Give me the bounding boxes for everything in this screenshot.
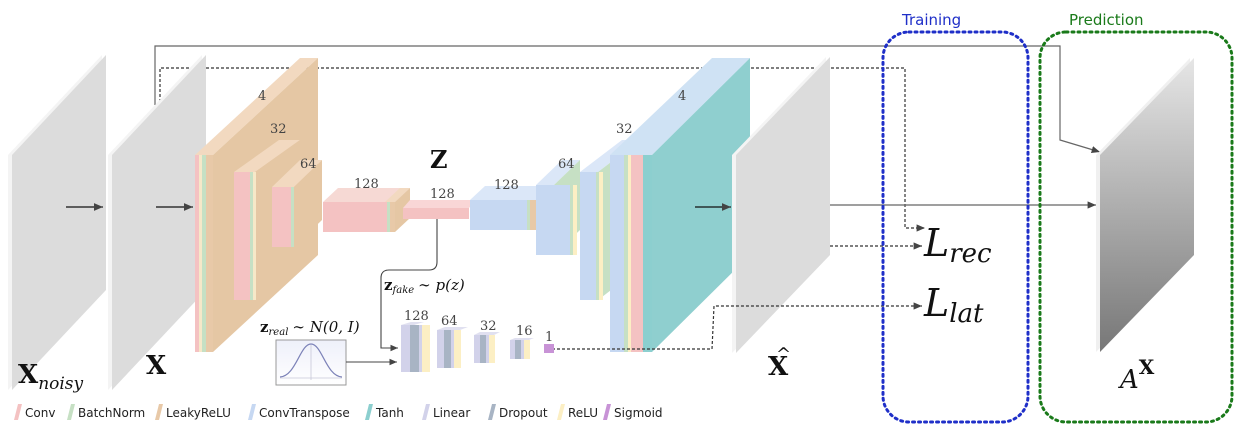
legend: Conv BatchNorm LeakyReLU ConvTranspose Tanh L… (14, 404, 663, 420)
legend-label-batchnorm: BatchNorm (78, 406, 145, 420)
legend-swatch-tanh (365, 404, 373, 420)
disc-block-32 (474, 332, 500, 363)
legend-swatch-convtranspose (248, 404, 256, 420)
z-label: Z (430, 145, 448, 174)
training-box (881, 30, 1030, 424)
ax-slab (1096, 58, 1194, 352)
legend-swatch-leakyrelu (155, 404, 163, 420)
legend-label-convtranspose: ConvTranspose (259, 406, 350, 420)
x-noisy-main: X (18, 360, 39, 390)
enc-dim-128: 128 (354, 177, 379, 192)
disc-dim-16: 16 (516, 324, 533, 339)
z-real-rest: ∼ N(0, I) (292, 318, 359, 336)
z-real-z: z (260, 318, 269, 336)
x-hat-label: X (768, 352, 789, 382)
legend-label-leakyrelu: LeakyReLU (166, 406, 231, 420)
legend-swatch-conv (14, 404, 22, 420)
enc-dim-64: 64 (300, 157, 317, 172)
dec-dim-64: 64 (558, 157, 575, 172)
x-noisy-sub: noisy (38, 374, 83, 394)
z-fake-z: z (384, 276, 393, 294)
disc-dim-32: 32 (480, 319, 497, 334)
l-lat-main: L (923, 281, 949, 325)
disc-dim-128: 128 (404, 309, 429, 324)
dec-dim-32: 32 (616, 122, 633, 137)
z-real-sub: real (269, 327, 289, 338)
disc-dim-1: 1 (545, 330, 553, 345)
l-rec-main: L (923, 221, 949, 265)
discriminator (401, 322, 554, 372)
bottleneck-block (403, 200, 476, 219)
skip-line-solid (154, 45, 1101, 154)
ax-main: A (1118, 365, 1139, 395)
gaussian-plot (275, 339, 347, 386)
legend-label-sigmoid: Sigmoid (614, 406, 663, 420)
line-z-to-discriminator (380, 219, 438, 352)
x-slab (108, 55, 206, 390)
z-fake-rest: ∼ p(z) (418, 276, 465, 294)
disc-block-1 (544, 344, 554, 353)
z-fake-formula: zfake ∼ p(z) (384, 276, 465, 296)
legend-swatch-linear (422, 404, 430, 420)
disc-block-64 (437, 327, 468, 368)
legend-swatch-batchnorm (67, 404, 75, 420)
decoder-block-4 (610, 58, 750, 352)
skip-line-dashed (159, 67, 925, 232)
legend-swatch-relu (557, 404, 565, 420)
prediction-label: Prediction (1069, 11, 1144, 29)
line-disc-to-llat (552, 302, 922, 350)
dec-dim-4: 4 (678, 89, 686, 104)
bottleneck-dim: 128 (430, 187, 455, 202)
x-label: X (146, 351, 167, 381)
dec-dim-128: 128 (494, 178, 519, 193)
l-rec-label: Lrec (923, 221, 992, 269)
x-noisy-label: Xnoisy (18, 360, 84, 394)
legend-swatch-dropout (488, 404, 496, 420)
legend-label-tanh: Tanh (375, 406, 404, 420)
enc-dim-4: 4 (258, 89, 266, 104)
decoder-block-64 (536, 160, 580, 255)
x-hat-slab (732, 57, 830, 353)
encoder-block-64 (272, 160, 322, 247)
legend-label-conv: Conv (25, 406, 55, 420)
enc-dim-32: 32 (270, 122, 287, 137)
x-hat-accent: ^ (776, 344, 791, 365)
ax-sup: X (1139, 355, 1155, 379)
z-fake-sub: fake (392, 285, 415, 296)
disc-block-128 (401, 322, 430, 372)
l-lat-sub: lat (949, 299, 984, 329)
legend-label-dropout: Dropout (499, 406, 548, 420)
encoder-block-128 (323, 188, 410, 232)
legend-swatch-sigmoid (603, 404, 611, 420)
l-lat-label: Llat (923, 281, 984, 329)
disc-block-16 (510, 338, 534, 359)
prediction-box (1038, 30, 1234, 424)
x-noisy-slab (8, 55, 106, 390)
l-rec-sub: rec (949, 239, 992, 269)
ax-label: AX (1118, 355, 1155, 395)
z-real-formula: zreal ∼ N(0, I) (260, 318, 360, 338)
training-label: Training (901, 11, 961, 29)
disc-dim-64: 64 (441, 314, 458, 329)
legend-label-linear: Linear (433, 406, 470, 420)
legend-label-relu: ReLU (568, 406, 598, 420)
